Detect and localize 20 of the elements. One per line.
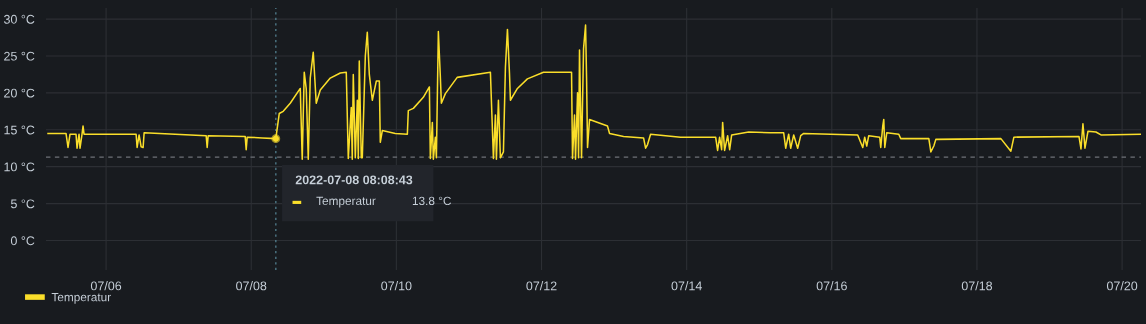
x-tick-label: 07/20: [1106, 281, 1138, 291]
y-tick-label: 0 °C: [10, 236, 35, 246]
y-tick-label: 20 °C: [4, 88, 35, 98]
legend-label: Temperatur: [316, 196, 376, 208]
annotation: 2022-07-08 08:08:43: [295, 175, 413, 185]
x-tick-label: 07/12: [526, 281, 557, 291]
line-series: [47, 24, 1141, 161]
y-tick-label: 25 °C: [4, 51, 35, 61]
x-tick-label: 07/14: [671, 281, 702, 291]
y-tick-label: 10 °C: [4, 162, 35, 172]
y-tick-label: 5 °C: [10, 199, 35, 209]
annotation: 13.8 °C: [412, 196, 452, 206]
y-tick-label: 30 °C: [3, 14, 35, 24]
x-tick-label: 07/06: [90, 281, 122, 291]
y-tick-label: 15 °C: [4, 125, 35, 135]
text: Temperatur: [51, 293, 111, 304]
x-tick-label: 07/16: [816, 281, 847, 291]
x-tick-label: 07/18: [961, 281, 993, 291]
x-tick-label: 07/08: [236, 281, 267, 291]
x-tick-label: 07/10: [381, 281, 412, 291]
